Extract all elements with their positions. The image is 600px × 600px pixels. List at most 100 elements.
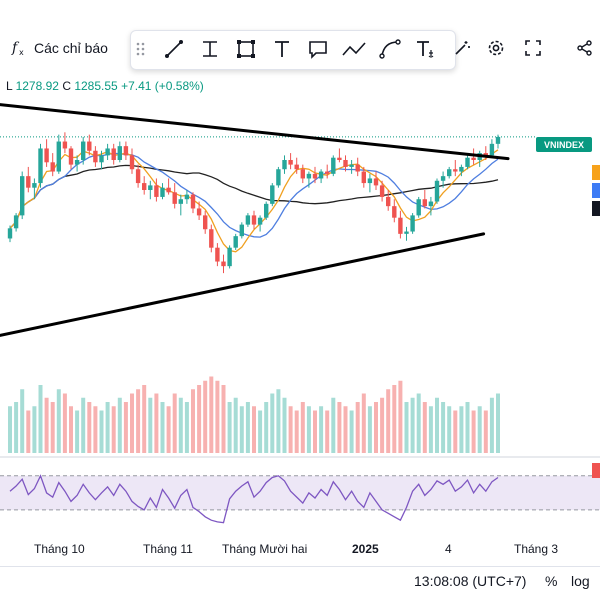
volume-bar <box>203 380 208 453</box>
volume-bar <box>93 406 98 453</box>
volume-bar <box>404 402 409 453</box>
close-value: 1285.55 <box>74 79 118 93</box>
candle-body <box>300 169 305 179</box>
candle-body <box>233 236 238 248</box>
volume-bar <box>123 402 128 453</box>
volume-bar <box>288 406 293 453</box>
volume-bar <box>447 406 452 453</box>
callout-icon[interactable] <box>303 34 333 64</box>
candle-body <box>410 215 415 232</box>
volume-bar <box>355 402 360 453</box>
candle-body <box>129 155 135 170</box>
volume-bar <box>416 393 421 453</box>
candle-body <box>343 160 348 167</box>
log-toggle[interactable]: log <box>571 573 590 589</box>
candle-body <box>288 160 293 165</box>
candle-body <box>416 199 421 216</box>
volume-bar <box>62 393 67 453</box>
gear-icon[interactable] <box>483 28 509 68</box>
candle-body <box>93 150 98 163</box>
change-value: +7.41 (+0.58%) <box>121 79 204 93</box>
candle-body <box>117 146 122 160</box>
volume-bar <box>227 402 232 453</box>
fullscreen-icon[interactable] <box>520 28 546 68</box>
volume-bar <box>69 406 73 453</box>
price-chart[interactable] <box>0 95 600 535</box>
percent-toggle[interactable]: % <box>545 573 558 589</box>
trend-line-icon[interactable] <box>159 34 189 64</box>
candle-body <box>160 187 165 197</box>
rectangle-icon[interactable] <box>231 34 261 64</box>
volume-bar <box>252 406 256 453</box>
rsi-band <box>0 475 600 510</box>
volume-bar <box>471 410 476 453</box>
rsi-line <box>9 474 499 524</box>
drag-handle-icon[interactable] <box>133 34 149 64</box>
candle-body <box>26 176 31 188</box>
volume-bar <box>392 385 397 453</box>
volume-bar <box>172 393 177 453</box>
candle-body <box>465 157 470 167</box>
candle-body <box>270 185 275 204</box>
candle-body <box>398 217 403 234</box>
text-anchor-icon[interactable] <box>411 34 441 64</box>
candle-body <box>62 141 68 149</box>
volume-bar <box>428 406 433 453</box>
volume-bar <box>465 402 470 453</box>
candle-body <box>209 229 214 248</box>
volume-bar <box>294 410 299 453</box>
xaxis-label: 4 <box>445 542 452 556</box>
cross-line-icon[interactable] <box>195 34 225 64</box>
side-swatch-orange <box>592 165 600 180</box>
volume-bar <box>483 410 488 453</box>
clock-time: 13:08:08 (UTC+7) <box>414 573 527 589</box>
volume-bar <box>14 402 19 453</box>
volume-bar <box>166 406 171 453</box>
candle-body <box>123 146 129 156</box>
volume-bar <box>398 380 403 453</box>
candle-body <box>392 206 397 218</box>
candle-body <box>203 215 208 230</box>
candle-body <box>32 183 37 188</box>
volume-bar <box>148 397 153 453</box>
volume-bar <box>325 410 330 453</box>
volume-bar <box>453 410 458 453</box>
candle-body <box>373 178 379 186</box>
path-icon[interactable] <box>339 34 369 64</box>
volume-bar <box>386 389 391 453</box>
volume-bar <box>8 406 12 453</box>
xaxis-label: Tháng Mười hai <box>222 542 308 556</box>
candle-body <box>142 183 147 190</box>
candle-body <box>361 171 366 184</box>
volume-bar <box>380 397 385 453</box>
candle-body <box>276 169 281 186</box>
volume-bar <box>300 402 305 453</box>
ma-line-long <box>9 164 499 229</box>
candle-body <box>111 148 116 160</box>
volume-bar <box>26 410 31 453</box>
candle-body <box>38 148 43 184</box>
volume-bar <box>56 389 61 453</box>
side-swatch-red <box>592 463 600 478</box>
candle-body <box>331 157 336 174</box>
volume-bar <box>337 402 342 453</box>
volume-bar <box>331 397 336 453</box>
candle-body <box>87 141 92 151</box>
volume-bar <box>319 406 324 453</box>
indicators-button[interactable]: Các chỉ báo <box>34 28 114 68</box>
candle-body <box>422 199 427 207</box>
text-icon[interactable] <box>267 34 297 64</box>
volume-bar <box>489 397 494 453</box>
curve-icon[interactable] <box>375 34 405 64</box>
share-icon[interactable] <box>572 28 598 68</box>
volume-bar <box>209 376 214 453</box>
volume-bar <box>496 393 500 453</box>
candle-body <box>56 141 61 172</box>
magic-icon[interactable] <box>452 28 472 68</box>
volume-bar <box>87 402 92 453</box>
candle-body <box>196 208 202 216</box>
candle-body <box>190 194 196 209</box>
candle-body <box>105 148 110 156</box>
candle-body <box>154 185 159 197</box>
